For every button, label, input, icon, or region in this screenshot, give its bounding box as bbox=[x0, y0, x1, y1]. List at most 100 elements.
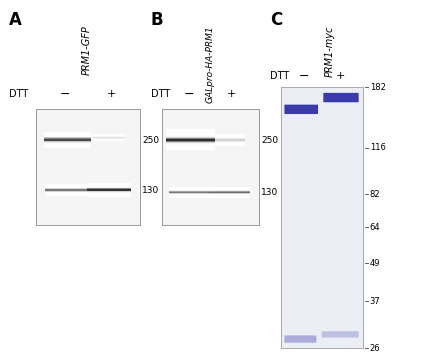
Bar bbox=[169, 188, 213, 189]
Bar bbox=[210, 188, 250, 189]
Bar bbox=[45, 194, 89, 195]
Bar bbox=[44, 139, 91, 140]
Bar bbox=[44, 143, 91, 144]
Text: +: + bbox=[106, 89, 116, 99]
Bar bbox=[87, 190, 131, 191]
Bar bbox=[166, 144, 215, 145]
Bar bbox=[45, 195, 89, 196]
Bar bbox=[87, 185, 131, 186]
Bar bbox=[169, 191, 213, 192]
Bar bbox=[215, 139, 244, 140]
Bar bbox=[169, 187, 213, 188]
Bar bbox=[215, 137, 244, 138]
Bar bbox=[44, 146, 91, 147]
Text: −: − bbox=[298, 70, 309, 83]
Bar bbox=[215, 138, 244, 139]
Bar bbox=[215, 144, 244, 145]
Bar bbox=[210, 190, 250, 191]
Bar bbox=[44, 142, 91, 143]
Bar bbox=[87, 189, 131, 190]
Bar bbox=[166, 132, 215, 134]
Bar bbox=[215, 141, 244, 142]
Bar bbox=[166, 148, 215, 149]
FancyBboxPatch shape bbox=[322, 331, 359, 338]
Bar bbox=[166, 140, 215, 141]
Bar bbox=[87, 188, 131, 189]
Text: B: B bbox=[151, 11, 164, 29]
Text: DTT: DTT bbox=[9, 89, 28, 99]
Bar bbox=[87, 183, 131, 184]
Bar bbox=[87, 192, 131, 193]
Bar bbox=[166, 135, 215, 136]
Text: C: C bbox=[270, 11, 282, 29]
Bar bbox=[169, 195, 213, 196]
Bar bbox=[210, 192, 250, 193]
Bar bbox=[44, 134, 91, 135]
Bar bbox=[215, 143, 244, 144]
FancyBboxPatch shape bbox=[323, 93, 359, 102]
Bar bbox=[210, 187, 250, 188]
Bar bbox=[44, 133, 91, 134]
Text: 49: 49 bbox=[370, 259, 380, 268]
Bar bbox=[166, 129, 215, 130]
Bar bbox=[87, 187, 131, 188]
Text: 250: 250 bbox=[261, 136, 278, 145]
Bar bbox=[166, 141, 215, 142]
Text: DTT: DTT bbox=[151, 89, 170, 99]
Bar bbox=[44, 132, 91, 133]
Bar bbox=[169, 193, 213, 194]
Bar bbox=[215, 140, 244, 141]
Bar bbox=[210, 191, 250, 192]
Bar bbox=[210, 193, 250, 194]
Bar bbox=[210, 196, 250, 197]
Text: 37: 37 bbox=[370, 297, 380, 306]
Bar bbox=[169, 196, 213, 197]
Bar bbox=[45, 188, 89, 189]
Bar bbox=[87, 186, 131, 187]
Bar bbox=[166, 139, 215, 140]
Bar bbox=[166, 136, 215, 138]
Bar bbox=[166, 131, 215, 132]
Bar bbox=[87, 191, 131, 192]
Bar bbox=[45, 192, 89, 193]
Bar bbox=[166, 145, 215, 146]
Text: 116: 116 bbox=[370, 143, 385, 152]
Bar bbox=[44, 144, 91, 145]
Bar bbox=[169, 189, 213, 190]
Text: −: − bbox=[60, 88, 71, 101]
Bar bbox=[166, 134, 215, 135]
Bar bbox=[44, 140, 91, 141]
Text: DTT: DTT bbox=[270, 71, 289, 81]
Bar bbox=[87, 194, 131, 195]
Bar bbox=[215, 145, 244, 146]
FancyBboxPatch shape bbox=[284, 335, 316, 343]
Bar bbox=[45, 193, 89, 194]
Bar bbox=[44, 138, 91, 139]
Bar bbox=[166, 142, 215, 143]
Text: PRM1-myc: PRM1-myc bbox=[324, 25, 334, 77]
FancyBboxPatch shape bbox=[284, 105, 318, 114]
Bar bbox=[210, 195, 250, 196]
Bar bbox=[44, 135, 91, 136]
Bar bbox=[44, 145, 91, 146]
Text: 182: 182 bbox=[370, 83, 385, 91]
Bar bbox=[215, 142, 244, 143]
Bar bbox=[210, 189, 250, 190]
Bar bbox=[45, 191, 89, 192]
Text: +: + bbox=[335, 71, 345, 81]
Bar bbox=[45, 189, 89, 190]
Bar bbox=[215, 135, 244, 136]
Bar bbox=[87, 184, 131, 185]
Bar bbox=[166, 143, 215, 144]
Bar bbox=[169, 194, 213, 195]
Bar bbox=[215, 136, 244, 137]
Text: GALpro-HA-PRM1: GALpro-HA-PRM1 bbox=[206, 25, 215, 103]
Bar bbox=[44, 136, 91, 138]
Text: −: − bbox=[184, 88, 194, 101]
Text: 64: 64 bbox=[370, 223, 380, 232]
Bar bbox=[169, 192, 213, 193]
Bar bbox=[169, 190, 213, 191]
Text: 26: 26 bbox=[370, 344, 380, 353]
Bar bbox=[210, 194, 250, 195]
Bar bbox=[166, 130, 215, 131]
